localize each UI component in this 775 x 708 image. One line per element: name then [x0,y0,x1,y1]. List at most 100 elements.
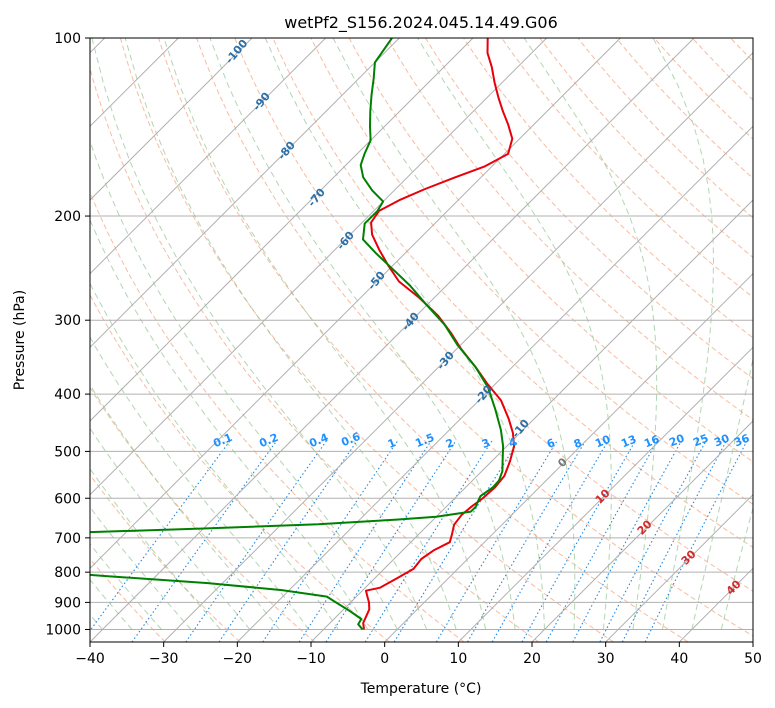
dry-adiabat-line [424,38,753,380]
x-tick-label: 40 [670,651,688,667]
x-tick-label: −30 [149,651,179,667]
isotherm-line [163,51,753,642]
plot-frame [89,37,754,643]
mixing-ratio-line [545,440,658,642]
moist-adiabat-line [209,38,516,630]
y-tick-label: 500 [54,444,81,460]
mixing-ratio-line [644,440,748,642]
x-tick-label: −40 [75,651,105,667]
moist-adiabat-line [417,38,612,630]
moist-adiabat-line [90,506,192,630]
moist-adiabat-line [720,506,753,630]
isotherm-line [90,38,253,201]
dry-adiabat-line [310,38,753,505]
y-tick-label: 700 [54,531,81,547]
mixing-ratio-label: 13 [619,433,638,451]
mixing-ratio-line [435,440,558,642]
isotherm-line [236,125,753,642]
temperature-profile [362,38,516,630]
mixing-ratio-label: 1 [386,436,398,451]
mixing-ratio-line [521,440,636,642]
mixing-ratio-line [90,440,231,632]
moist-adiabat-line [523,38,658,630]
mixing-ratio-line [262,440,399,642]
mixing-ratio-line [218,440,358,642]
y-tick-label: 900 [54,595,81,611]
dry-adiabat-line [90,191,465,642]
mixing-ratio-line [185,440,327,642]
dry-adiabat-line [90,386,316,642]
mixing-ratio-line [491,440,609,642]
isotherm-line [384,272,753,642]
isotherm-line [90,38,695,642]
moist-adiabat-line [264,38,545,630]
dry-adiabat-line [463,38,753,339]
moist-adiabat-line [91,38,428,630]
background-lines [90,38,753,642]
moist-adiabat-line [90,578,133,630]
y-tick-label: 600 [54,491,81,507]
dry-adiabat-line [90,66,540,642]
mixing-ratio-label: 30 [712,432,731,450]
mixing-ratio-label: 25 [691,432,710,450]
mixing-ratio-label: 20 [667,432,686,450]
x-tick-label: 20 [523,651,541,667]
dry-adiabat-line [158,38,689,642]
isotherm-line [605,493,753,642]
isotherm-line [90,38,327,275]
y-tick-label: 400 [54,387,81,403]
y-tick-label: 1000 [45,622,81,638]
x-tick-label: 10 [449,651,467,667]
x-tick-label: −20 [223,651,253,667]
moist-adiabat-line [90,468,221,630]
mixing-ratio-label: 36 [732,432,751,450]
mixing-ratio-label: 2 [444,436,456,451]
mixing-ratio-label: 10 [593,433,612,451]
dewpoint-profile [90,38,505,631]
moist-adiabat-line [90,218,369,630]
y-tick-label: 300 [54,313,81,329]
sounding-profiles [90,38,516,631]
moist-adiabat-line [652,38,715,630]
mixing-ratio-line [298,440,432,642]
mixing-ratio-line [325,440,457,642]
x-tick-label: 0 [380,651,389,667]
chart-title: wetPf2_S156.2024.045.14.49.G06 [284,13,558,33]
y-axis-title: Pressure (hPa) [12,290,28,390]
dry-adiabat-line [90,293,390,642]
x-tick-label: 50 [744,651,762,667]
moist-adiabat-line [90,336,310,630]
moist-adiabat-line [90,543,162,630]
dry-adiabat-line [348,38,753,463]
x-tick-label: 30 [597,651,615,667]
mixing-ratio-line [467,440,586,642]
mixing-ratio-label: 8 [572,436,584,451]
isotherm-line [90,38,621,570]
dry-adiabat-line [90,473,241,642]
isotherm-line [457,346,753,642]
isotherm-line [531,420,753,642]
x-tick-label: −10 [296,651,326,667]
isotherm-line [90,38,400,349]
isotherm-line [310,199,753,642]
mixing-ratio-line [364,440,493,642]
moist-adiabat-line [124,38,457,630]
axes: −40 −30 −20 −10 0 10 20 30 40 50 100 200 300 400 500 60… [45,31,762,667]
y-tick-label: 100 [54,31,81,47]
x-axis-title: Temperature (°C) [360,681,482,697]
moist-adiabat-line [90,427,251,630]
y-tick-label: 200 [54,209,81,225]
moist-adiabat-line [90,282,339,630]
mixing-ratio-label: 3 [480,436,492,451]
moist-adiabat-line [90,139,398,630]
dry-adiabat-line [539,38,753,259]
dry-adiabat-line [119,38,614,642]
isotherm-line [90,38,474,422]
mixing-ratio-label: 16 [642,433,661,451]
y-tick-label: 800 [54,565,81,581]
isotherm-line [90,38,548,496]
moist-adiabat-line [163,38,487,630]
